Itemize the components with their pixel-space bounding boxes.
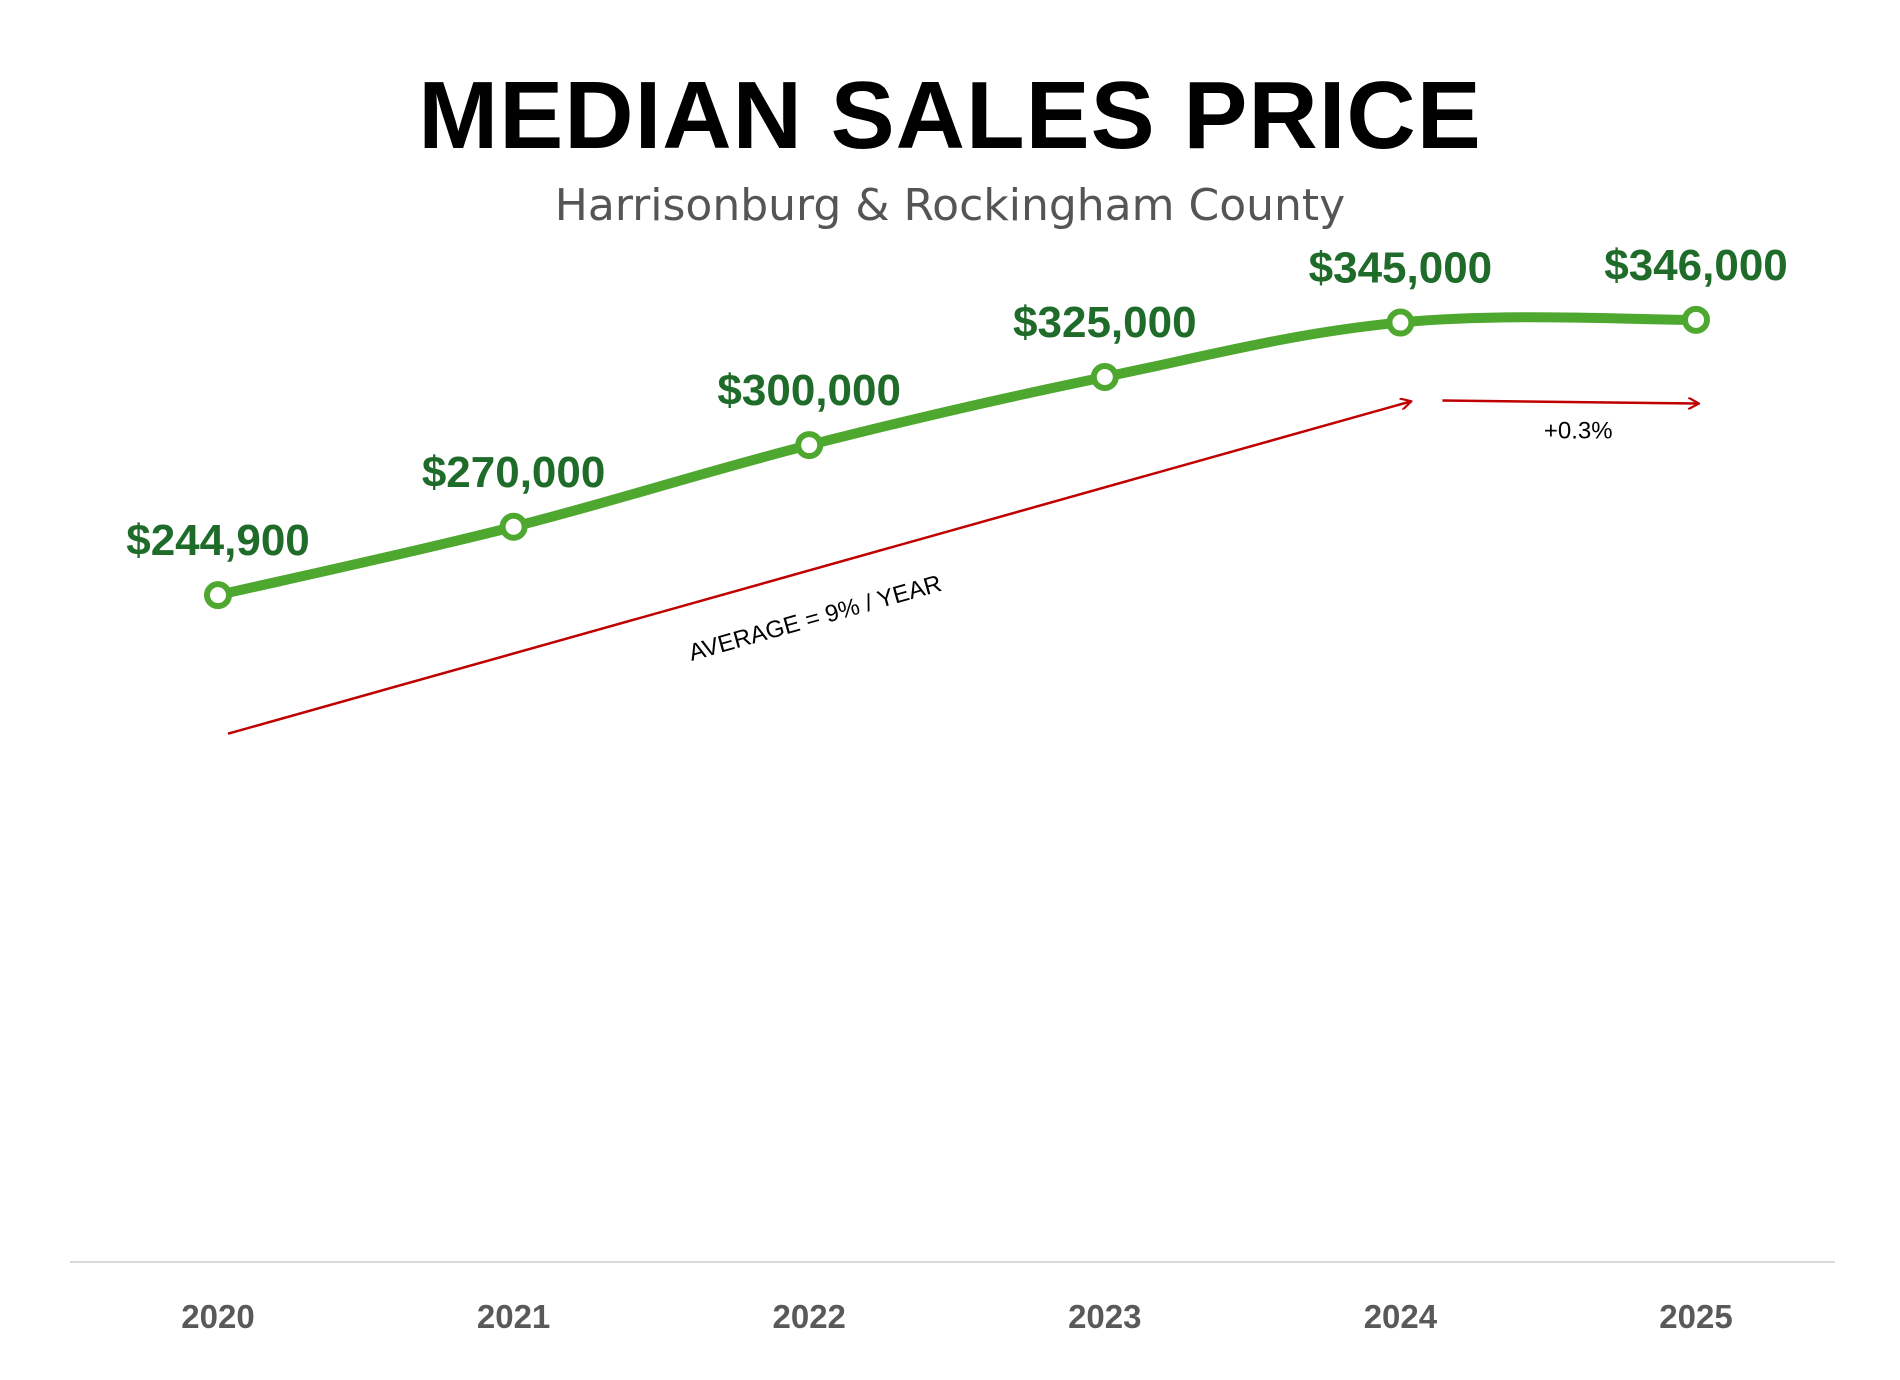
data-label-2025: $346,000: [1604, 241, 1788, 290]
yoy-change-arrow: [1442, 401, 1698, 404]
x-tick-2024: 2024: [1364, 1298, 1438, 1335]
data-label-2022: $300,000: [717, 366, 901, 415]
x-tick-2025: 2025: [1659, 1298, 1732, 1335]
data-label-2024: $345,000: [1309, 244, 1493, 293]
point-marker-2023: [1090, 363, 1119, 391]
x-tick-2020: 2020: [181, 1298, 254, 1335]
x-tick-2023: 2023: [1068, 1298, 1141, 1335]
average-trend-arrow: [227, 402, 1410, 735]
chart-title: MEDIAN SALES PRICE: [418, 62, 1481, 169]
point-marker-2022: [795, 431, 824, 460]
chart-subtitle: Harrisonburg & Rockingham County: [555, 180, 1345, 231]
average-trend-label: AVERAGE = 9% / YEAR: [686, 570, 945, 667]
series-line: [213, 312, 1701, 601]
data-label-2021: $270,000: [422, 448, 606, 497]
yoy-change-label: +0.3%: [1544, 418, 1613, 445]
x-tick-labels: 2020 2021 2022 2023 2024 2025: [181, 1298, 1732, 1335]
data-label-2023: $325,000: [1013, 298, 1197, 347]
data-labels: $244,900 $270,000 $300,000 $325,000 $345,000…: [126, 241, 1788, 565]
point-marker-2024: [1386, 308, 1415, 337]
point-marker-2025: [1682, 305, 1710, 334]
x-tick-2021: 2021: [477, 1298, 550, 1335]
point-marker-2020: [204, 581, 232, 610]
point-marker-2021: [499, 512, 528, 541]
x-tick-2022: 2022: [772, 1298, 845, 1335]
point-markers: [204, 305, 1710, 610]
series-line-group: [213, 312, 1701, 601]
data-label-2020: $244,900: [126, 516, 310, 565]
